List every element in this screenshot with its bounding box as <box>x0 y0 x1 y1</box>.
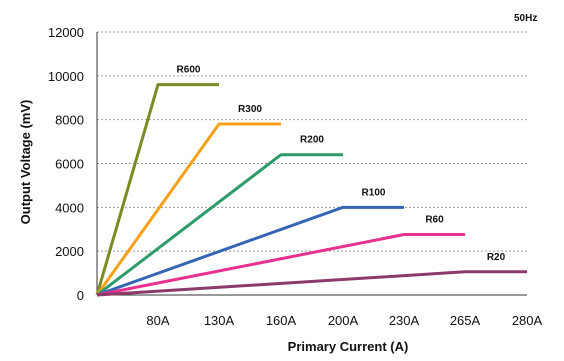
series-label-r20: R20 <box>487 252 506 263</box>
x-tick-label-4: 230A <box>389 313 420 328</box>
series-label-r200: R200 <box>300 135 324 146</box>
x-tick-label-6: 280A <box>512 313 543 328</box>
y-tick-label-2: 4000 <box>55 200 84 215</box>
y-tick-label-5: 10000 <box>48 69 84 84</box>
frequency-note: 50Hz <box>514 13 537 24</box>
series-label-r100: R100 <box>362 187 386 198</box>
series-line-r300 <box>95 122 281 296</box>
y-axis-ticks: 0 2000 4000 6000 8000 10000 12000 <box>48 25 84 303</box>
x-axis-title: Primary Current (A) <box>288 339 409 354</box>
y-tick-label-4: 8000 <box>55 113 84 128</box>
x-tick-label-3: 200A <box>328 313 359 328</box>
y-tick-label-1: 2000 <box>55 244 84 259</box>
y-tick-label-6: 12000 <box>48 25 84 40</box>
x-tick-label-1: 130A <box>204 313 235 328</box>
x-tick-label-5: 265A <box>450 313 481 328</box>
series-lines <box>95 83 527 297</box>
series-line-r200 <box>96 153 343 297</box>
plot-frame <box>96 32 527 296</box>
x-tick-label-2: 160A <box>266 313 297 328</box>
x-tick-label-0: 80A <box>146 313 169 328</box>
x-axis-ticks: 80A 130A 160A 200A 230A 265A 280A <box>146 313 542 328</box>
series-label-r60: R60 <box>425 215 444 226</box>
y-axis-title: Output Voltage (mV) <box>18 100 33 225</box>
series-line-r20 <box>96 270 527 297</box>
series-line-r600 <box>95 83 219 296</box>
y-tick-label-0: 0 <box>77 288 84 303</box>
series-label-r600: R600 <box>177 65 201 76</box>
series-line-r100 <box>96 205 404 297</box>
y-tick-label-3: 6000 <box>55 157 84 172</box>
series-line-r60 <box>96 233 465 297</box>
series-label-r300: R300 <box>238 104 262 115</box>
series-labels: R600 R300 R200 R100 R60 R20 <box>177 65 506 263</box>
